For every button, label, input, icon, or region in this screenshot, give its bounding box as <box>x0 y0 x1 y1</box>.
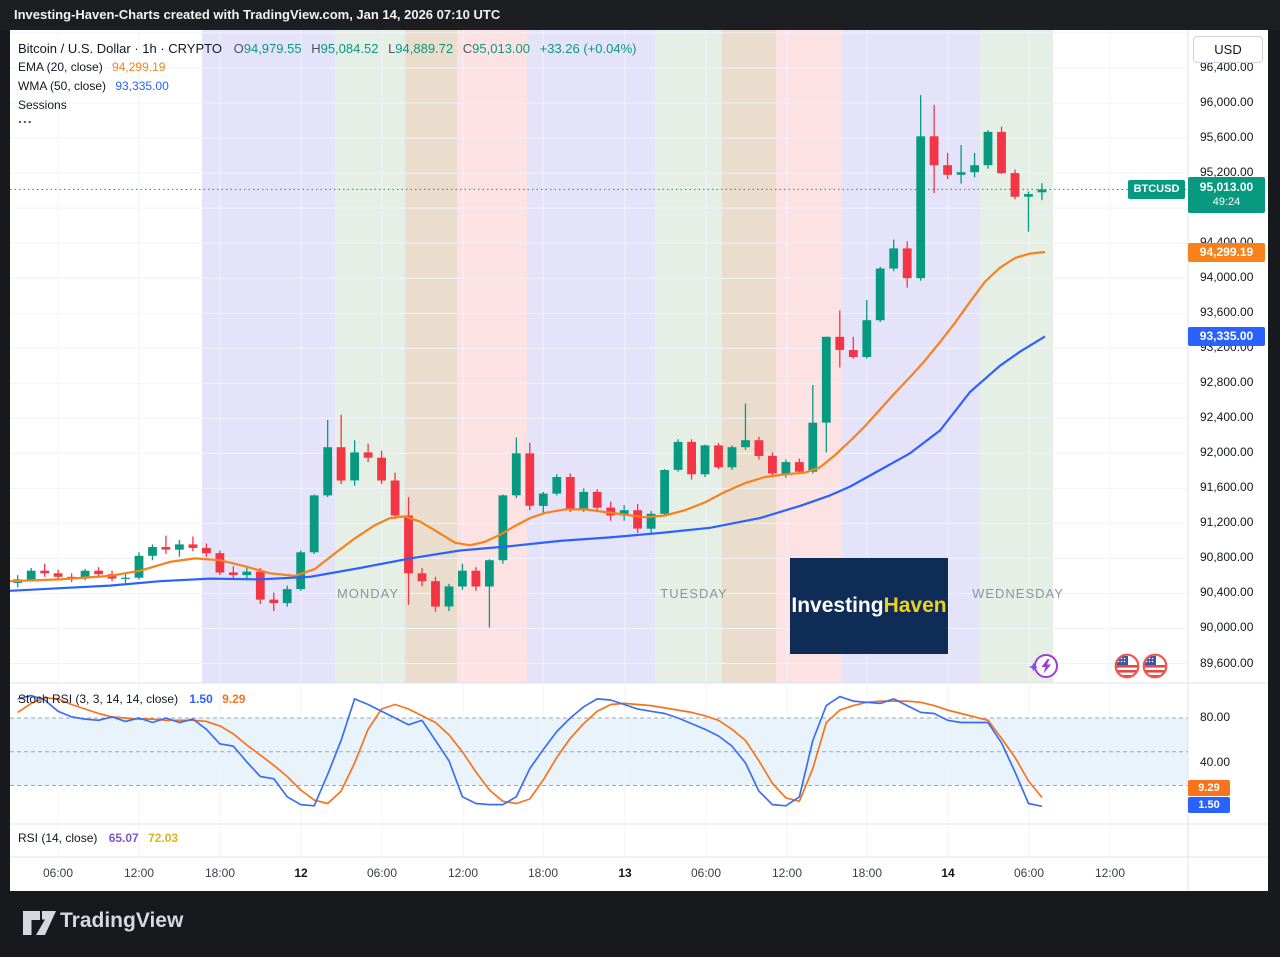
symbol-title: Bitcoin / U.S. Dollar · 1h · CRYPTO <box>18 41 222 56</box>
price-axis-label: 93,600.00 <box>1200 305 1254 319</box>
time-axis-label: 12 <box>294 866 308 880</box>
wma-price-tag: 93,335.00 <box>1188 327 1265 346</box>
ema-value: 94,299.19 <box>112 60 166 74</box>
low-value: 94,889.72 <box>395 41 454 56</box>
time-axis-label: 06:00 <box>690 866 722 880</box>
time-axis-label: 18:00 <box>527 866 559 880</box>
tradingview-brand-text[interactable]: TradingView <box>60 909 184 932</box>
watermark-text-bold: Investing <box>791 594 884 617</box>
wma-value: 93,335.00 <box>115 79 169 93</box>
time-axis-label: 12:00 <box>447 866 479 880</box>
rsi-legend-row[interactable]: RSI (14, close) 65.07 72.03 <box>18 831 178 845</box>
stoch-axis-label-40: 40.00 <box>1200 755 1231 769</box>
page-title: Investing-Haven-Charts created with Trad… <box>14 7 501 22</box>
close-value: 95,013.00 <box>472 41 530 56</box>
time-axis-label: 12:00 <box>771 866 803 880</box>
sessions-label: Sessions <box>18 98 67 112</box>
symbol-price-tag: BTCUSD <box>1128 180 1185 199</box>
price-axis-label: 92,400.00 <box>1200 410 1254 424</box>
close-label: C <box>462 41 473 56</box>
wma-label: WMA (50, close) <box>18 79 107 93</box>
rsi-label: RSI (14, close) <box>18 831 98 845</box>
price-axis-label: 96,000.00 <box>1200 95 1254 109</box>
us-flag-event-icon[interactable] <box>1141 652 1169 680</box>
time-axis-label: 18:00 <box>851 866 883 880</box>
time-axis-label: 06:00 <box>1013 866 1045 880</box>
stoch-k-value: 1.50 <box>189 692 213 706</box>
currency-unit-button[interactable]: USD <box>1193 36 1263 63</box>
price-axis-label: 95,200.00 <box>1200 165 1254 179</box>
high-value: 95,084.52 <box>320 41 379 56</box>
low-label: L <box>388 41 396 56</box>
change-value: +33.26 (+0.04%) <box>539 41 637 56</box>
session-day-label-wednesday: WEDNESDAY <box>972 586 1064 601</box>
currency-unit-label: USD <box>1214 42 1242 57</box>
last-price-tag: 95,013.00 49:24 <box>1188 177 1265 213</box>
us-flag-event-icon[interactable] <box>1113 652 1141 680</box>
price-axis-label: 89,600.00 <box>1200 656 1254 670</box>
legend-more-button[interactable]: ... <box>18 110 33 126</box>
lightning-event-icon[interactable] <box>1027 650 1061 682</box>
wma-legend-row[interactable]: WMA (50, close) 93,335.00 <box>18 79 169 93</box>
stoch-d-value: 9.29 <box>222 692 246 706</box>
time-axis-label: 06:00 <box>42 866 74 880</box>
main-chart-canvas[interactable] <box>0 0 1280 900</box>
bar-countdown: 49:24 <box>1212 196 1241 208</box>
rsi-ma-value: 72.03 <box>148 831 179 845</box>
window-title-bar: Investing-Haven-Charts created with Trad… <box>0 0 1280 30</box>
tradingview-logo-icon[interactable] <box>21 905 57 939</box>
time-axis-label: 13 <box>618 866 632 880</box>
open-value: 94,979.55 <box>243 41 302 56</box>
last-price-value: 95,013.00 <box>1199 180 1254 194</box>
session-day-label-monday: MONDAY <box>336 586 400 601</box>
stoch-axis-label-80: 80.00 <box>1200 710 1231 724</box>
price-axis-label: 90,400.00 <box>1200 585 1254 599</box>
price-axis-label: 92,800.00 <box>1200 375 1254 389</box>
price-axis-label: 96,400.00 <box>1200 60 1254 74</box>
price-axis-label: 95,600.00 <box>1200 130 1254 144</box>
ema-price-tag: 94,299.19 <box>1188 243 1265 262</box>
time-axis-label: 12:00 <box>1094 866 1126 880</box>
time-axis-label: 12:00 <box>123 866 155 880</box>
high-label: H <box>311 41 321 56</box>
session-day-label-tuesday: TUESDAY <box>660 586 728 601</box>
time-axis-label: 18:00 <box>204 866 236 880</box>
stoch-d-tag: 9.29 <box>1188 780 1230 796</box>
ema-legend-row[interactable]: EMA (20, close) 94,299.19 <box>18 60 165 74</box>
price-axis-label: 91,600.00 <box>1200 480 1254 494</box>
price-axis-label: 94,000.00 <box>1200 270 1254 284</box>
stoch-k-tag: 1.50 <box>1188 797 1230 813</box>
price-axis-label: 90,000.00 <box>1200 620 1254 634</box>
open-label: O <box>233 41 244 56</box>
investinghaven-watermark: Investing Haven <box>790 558 948 654</box>
price-axis-label: 92,000.00 <box>1200 445 1254 459</box>
ema-label: EMA (20, close) <box>18 60 103 74</box>
watermark-text-accent: Haven <box>883 594 947 617</box>
time-axis-label: 06:00 <box>366 866 398 880</box>
symbol-legend-row[interactable]: Bitcoin / U.S. Dollar · 1h · CRYPTO O94,… <box>18 41 636 56</box>
price-axis-label: 91,200.00 <box>1200 515 1254 529</box>
time-axis-label: 14 <box>941 866 955 880</box>
ellipsis-icon: ... <box>18 110 33 126</box>
price-axis-label: 90,800.00 <box>1200 550 1254 564</box>
sessions-legend-row[interactable]: Sessions <box>18 98 67 112</box>
stoch-rsi-label: Stoch RSI (3, 3, 14, 14, close) <box>18 692 179 706</box>
stoch-rsi-legend-row[interactable]: Stoch RSI (3, 3, 14, 14, close) 1.50 9.2… <box>18 692 245 706</box>
rsi-value: 65.07 <box>108 831 139 845</box>
